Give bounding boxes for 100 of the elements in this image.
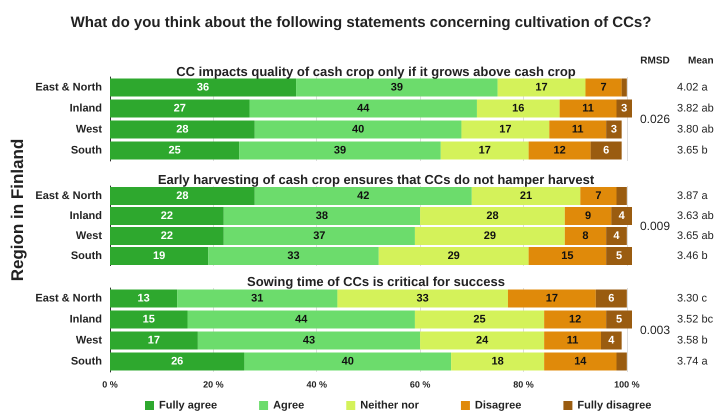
- data-label: 17: [546, 292, 558, 304]
- bar: [590, 142, 622, 160]
- bar: [508, 290, 596, 308]
- data-label: 36: [196, 82, 210, 94]
- data-label: 12: [569, 314, 582, 326]
- bar: [110, 100, 250, 118]
- data-label: 5: [616, 250, 622, 262]
- text: 0.009: [640, 219, 670, 233]
- y-tick-label: South: [70, 250, 102, 262]
- bar: [244, 352, 452, 370]
- text: 3.63 ab: [677, 210, 714, 222]
- data-label: 13: [137, 292, 150, 304]
- data-label: 7: [600, 82, 607, 94]
- y-tick-label: West: [76, 124, 102, 136]
- data-label: 40: [342, 356, 354, 368]
- x-tick-label: 80 %: [513, 380, 534, 390]
- data-label: 40: [352, 124, 364, 136]
- bar: [528, 247, 606, 265]
- data-label: 7: [595, 190, 602, 202]
- bar: [250, 100, 477, 118]
- data-label: 31: [251, 292, 264, 304]
- bar: [110, 142, 240, 160]
- y-tick-label: East & North: [35, 82, 102, 94]
- bar: [110, 290, 178, 308]
- y-tick-label: East & North: [35, 292, 102, 304]
- data-label: 15: [142, 314, 155, 326]
- text: 3.74 a: [677, 356, 708, 368]
- data-label: 5: [616, 314, 622, 326]
- bar: [544, 352, 616, 370]
- data-label: 4: [613, 230, 620, 242]
- data-label: 11: [582, 102, 594, 114]
- bar: [611, 207, 632, 225]
- data-label: 25: [168, 144, 181, 156]
- data-label: 12: [554, 144, 566, 156]
- bar: [414, 310, 544, 328]
- bar: [420, 207, 565, 225]
- bar: [110, 227, 224, 245]
- y-tick-label: Inland: [70, 210, 102, 222]
- x-tick-label: 20 %: [203, 380, 224, 390]
- data-label: 39: [334, 144, 346, 156]
- bar: [420, 332, 544, 350]
- y-axis-title: Region in Finland: [8, 138, 28, 282]
- bar: [528, 142, 591, 160]
- bar: [606, 227, 627, 245]
- data-label: 29: [448, 250, 460, 262]
- bar: [378, 247, 529, 265]
- bar: [110, 332, 198, 350]
- bar: [600, 332, 622, 350]
- x-tick-label: 100 %: [614, 380, 640, 390]
- bar: [544, 310, 606, 328]
- chart-subtitle: Sowing time of CCs is critical for success: [247, 274, 505, 289]
- data-label: 26: [171, 356, 184, 368]
- bar: [606, 247, 632, 265]
- bar: [476, 100, 560, 118]
- data-label: 4: [608, 334, 616, 346]
- y-tick-label: East & North: [35, 190, 102, 202]
- data-label: 29: [484, 230, 496, 242]
- bar: [451, 352, 544, 370]
- legend-label: Agree: [273, 400, 304, 412]
- bar: [616, 187, 627, 205]
- bar: [622, 78, 627, 96]
- data-label: 11: [572, 124, 584, 136]
- text: 3.87 a: [677, 190, 708, 202]
- bar: [580, 187, 616, 205]
- legend-label: Fully disagree: [577, 400, 652, 412]
- data-label: 11: [566, 334, 578, 346]
- data-label: 8: [582, 230, 589, 242]
- y-tick-label: West: [76, 334, 102, 346]
- text: 3.30 c: [677, 292, 708, 304]
- data-label: 39: [390, 82, 403, 94]
- data-label: 17: [148, 334, 160, 346]
- bar: [461, 120, 550, 138]
- bar: [208, 247, 379, 265]
- data-label: 37: [313, 230, 326, 242]
- bar: [110, 120, 255, 138]
- text: RMSD: [640, 56, 670, 66]
- y-tick-label: South: [70, 144, 102, 156]
- data-label: 6: [608, 292, 614, 304]
- bar: [239, 142, 441, 160]
- text: 3.46 b: [677, 250, 708, 262]
- data-label: 33: [416, 292, 429, 304]
- x-tick-label: 40 %: [306, 380, 327, 390]
- chart-subtitle: CC impacts quality of cash crop only if it grows above cash crop: [176, 64, 576, 79]
- text: Mean: [688, 56, 714, 66]
- bar: [564, 227, 606, 245]
- data-label: 28: [176, 190, 188, 202]
- data-label: 9: [585, 210, 592, 222]
- bar: [549, 120, 606, 138]
- bar: [110, 352, 244, 370]
- data-label: 3: [621, 102, 628, 114]
- bar: [337, 290, 508, 308]
- bar: [296, 78, 498, 96]
- y-tick-label: Inland: [70, 314, 102, 326]
- data-label: 21: [520, 190, 532, 202]
- text: 3.80 ab: [677, 124, 714, 136]
- bar: [596, 290, 627, 308]
- bar: [110, 207, 224, 225]
- legend-label: Disagree: [474, 400, 522, 412]
- text: 3.82 ab: [677, 102, 714, 114]
- bar: [254, 120, 462, 138]
